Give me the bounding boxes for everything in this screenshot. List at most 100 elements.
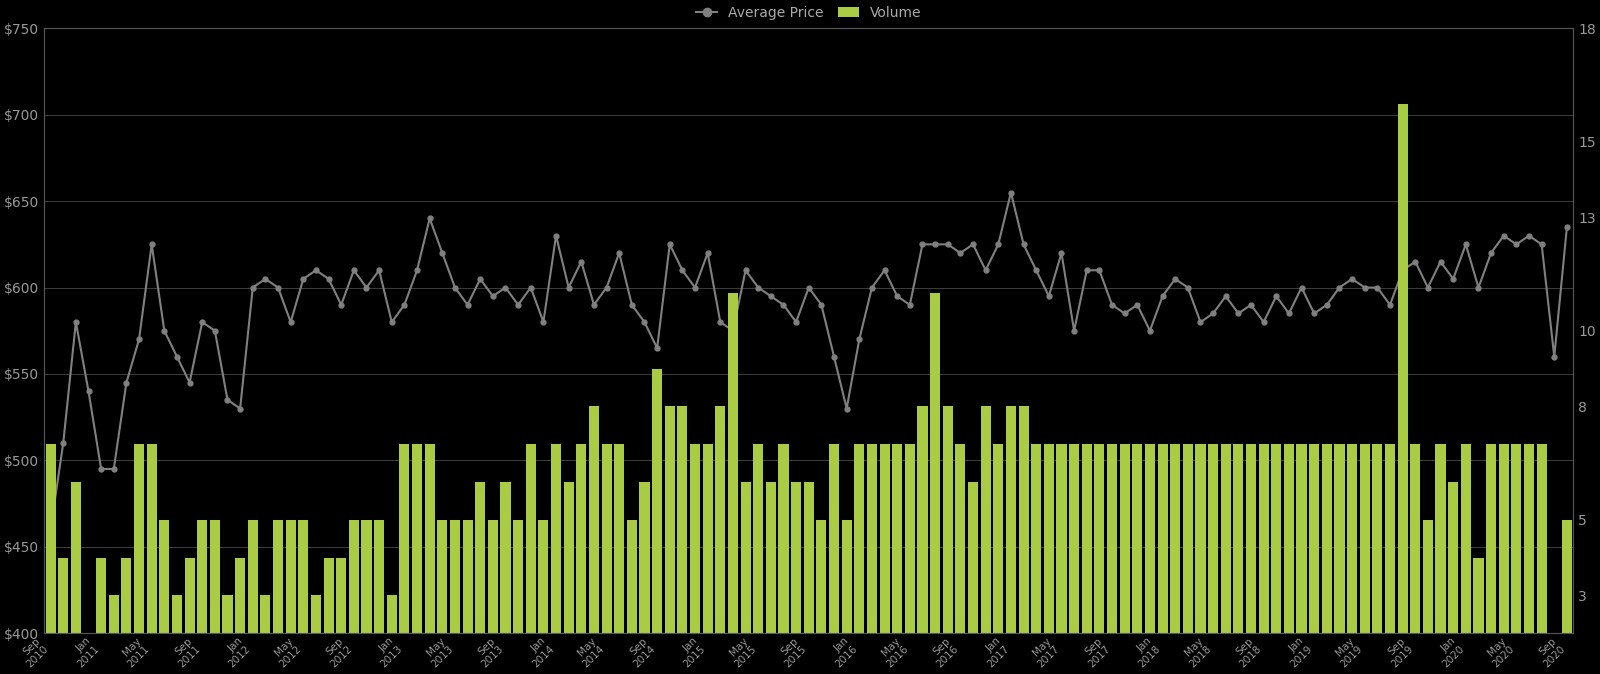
Bar <box>134 444 144 674</box>
Bar <box>829 444 838 674</box>
Bar <box>336 557 346 674</box>
Bar <box>779 444 789 674</box>
Bar <box>1448 482 1458 674</box>
Bar <box>45 444 56 674</box>
Bar <box>728 293 738 674</box>
Bar <box>576 444 586 674</box>
Bar <box>1030 444 1042 674</box>
Bar <box>917 406 928 674</box>
Bar <box>222 595 232 674</box>
Bar <box>1043 444 1054 674</box>
Bar <box>1562 520 1571 674</box>
Bar <box>589 406 598 674</box>
Bar <box>741 482 750 674</box>
Legend: Average Price, Volume: Average Price, Volume <box>690 0 928 27</box>
Bar <box>1094 444 1104 674</box>
Bar <box>286 520 296 674</box>
Bar <box>690 444 701 674</box>
Bar <box>754 444 763 674</box>
Bar <box>1182 444 1194 674</box>
Bar <box>184 557 195 674</box>
Bar <box>1120 444 1130 674</box>
Bar <box>374 520 384 674</box>
Bar <box>653 369 662 674</box>
Bar <box>904 444 915 674</box>
Bar <box>790 482 802 674</box>
Bar <box>323 557 334 674</box>
Bar <box>766 482 776 674</box>
Bar <box>816 520 827 674</box>
Bar <box>1461 444 1470 674</box>
Bar <box>197 520 208 674</box>
Bar <box>867 444 877 674</box>
Bar <box>514 520 523 674</box>
Bar <box>1170 444 1181 674</box>
Bar <box>1474 557 1483 674</box>
Bar <box>411 444 422 674</box>
Bar <box>1386 444 1395 674</box>
Bar <box>437 520 448 674</box>
Bar <box>387 595 397 674</box>
Bar <box>1006 406 1016 674</box>
Bar <box>1082 444 1091 674</box>
Bar <box>1549 633 1560 674</box>
Bar <box>424 444 435 674</box>
Bar <box>1259 444 1269 674</box>
Bar <box>955 444 965 674</box>
Bar <box>274 520 283 674</box>
Bar <box>602 444 611 674</box>
Bar <box>160 520 170 674</box>
Bar <box>400 444 410 674</box>
Bar <box>538 520 549 674</box>
Bar <box>981 406 990 674</box>
Bar <box>70 482 82 674</box>
Bar <box>1246 444 1256 674</box>
Bar <box>58 557 69 674</box>
Bar <box>880 444 890 674</box>
Bar <box>942 406 952 674</box>
Bar <box>210 520 219 674</box>
Bar <box>1133 444 1142 674</box>
Bar <box>854 444 864 674</box>
Bar <box>147 444 157 674</box>
Bar <box>803 482 814 674</box>
Bar <box>1107 444 1117 674</box>
Bar <box>1360 444 1370 674</box>
Bar <box>702 444 712 674</box>
Bar <box>1157 444 1168 674</box>
Bar <box>298 520 309 674</box>
Bar <box>1410 444 1421 674</box>
Bar <box>1512 444 1522 674</box>
Bar <box>1221 444 1230 674</box>
Bar <box>83 633 93 674</box>
Bar <box>1486 444 1496 674</box>
Bar <box>715 406 725 674</box>
Bar <box>1146 444 1155 674</box>
Bar <box>1435 444 1445 674</box>
Bar <box>310 595 322 674</box>
Bar <box>640 482 650 674</box>
Bar <box>526 444 536 674</box>
Bar <box>1296 444 1307 674</box>
Bar <box>1019 406 1029 674</box>
Bar <box>122 557 131 674</box>
Bar <box>1195 444 1205 674</box>
Bar <box>171 595 182 674</box>
Bar <box>563 482 574 674</box>
Bar <box>1056 444 1067 674</box>
Bar <box>627 520 637 674</box>
Bar <box>475 482 485 674</box>
Bar <box>1309 444 1320 674</box>
Bar <box>930 293 941 674</box>
Bar <box>893 444 902 674</box>
Bar <box>96 557 106 674</box>
Bar <box>664 406 675 674</box>
Bar <box>1373 444 1382 674</box>
Bar <box>248 520 258 674</box>
Bar <box>1523 444 1534 674</box>
Bar <box>677 406 688 674</box>
Bar <box>1069 444 1078 674</box>
Bar <box>614 444 624 674</box>
Bar <box>501 482 510 674</box>
Bar <box>1347 444 1357 674</box>
